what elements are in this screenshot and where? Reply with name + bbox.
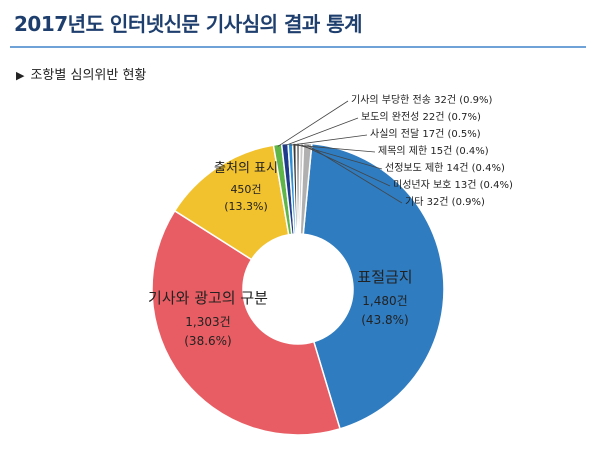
slice-label-count-1: 1,303건 (185, 315, 230, 329)
small-label-1: 보도의 완전성 22건 (0.7%) (361, 111, 481, 123)
small-label-6: 기타 32건 (0.9%) (405, 196, 485, 208)
leader-line-3 (294, 144, 376, 153)
donut-slice-1 (151, 209, 341, 436)
title-divider (10, 46, 586, 48)
triangle-bullet-icon: ▶ (16, 69, 25, 82)
slice-label-count-0: 1,480건 (362, 294, 407, 308)
leader-line-5 (301, 144, 391, 187)
subtitle-text: 조항별 심의위반 현황 (30, 68, 147, 83)
slice-label-name-2: 출처의 표시 (214, 161, 278, 176)
leader-lines (277, 100, 403, 204)
leader-line-1 (284, 117, 359, 146)
page-title: 2017년도 인터넷신문 기사심의 결과 통계 (14, 12, 363, 36)
slice-label-name-1: 기사와 광고의 구분 (148, 289, 268, 307)
donut-slices (151, 142, 445, 436)
chart-subtitle: ▶ 조항별 심의위반 현황 (16, 64, 146, 83)
small-label-2: 사실의 전달 17건 (0.5%) (370, 128, 481, 140)
slice-label-name-0: 표절금지 (357, 268, 412, 286)
small-label-5: 미성년자 보호 13건 (0.4%) (393, 179, 513, 191)
donut-slice-0 (302, 142, 445, 430)
small-label-3: 제목의 제한 15건 (0.4%) (378, 145, 489, 157)
small-label-0: 기사의 부당한 전송 32건 (0.9%) (351, 94, 493, 106)
slice-label-percent-1: (38.6%) (184, 334, 231, 348)
leader-line-0 (277, 100, 349, 147)
leader-line-4 (297, 144, 383, 170)
small-label-4: 선정보도 제한 14건 (0.4%) (385, 162, 505, 174)
donut-slice-2 (173, 144, 290, 261)
leader-line-2 (290, 134, 368, 146)
slice-label-percent-2: (13.3%) (224, 200, 268, 213)
slice-label-count-2: 450건 (230, 183, 261, 196)
slice-label-percent-0: (43.8%) (361, 313, 408, 327)
leader-line-6 (307, 144, 403, 204)
